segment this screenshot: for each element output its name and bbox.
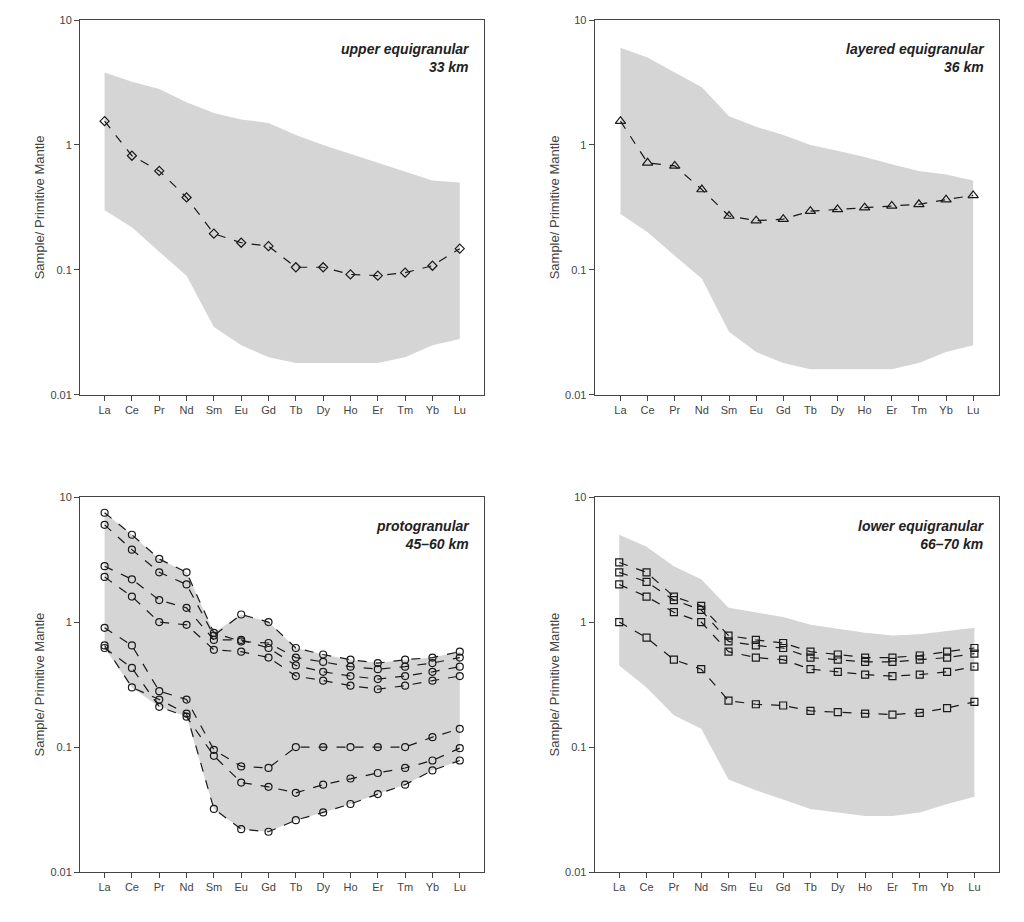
svg-text:La: La	[98, 881, 111, 893]
svg-text:Sm: Sm	[721, 404, 738, 416]
svg-text:Tm: Tm	[397, 404, 413, 416]
svg-text:Yb: Yb	[939, 404, 952, 416]
svg-text:Pr: Pr	[154, 404, 165, 416]
svg-text:Nd: Nd	[180, 881, 194, 893]
svg-text:Tb: Tb	[804, 404, 817, 416]
svg-text:Sample/ Primitive Mantle: Sample/ Primitive Mantle	[32, 136, 47, 280]
svg-text:1: 1	[580, 616, 586, 628]
svg-text:Ho: Ho	[343, 881, 357, 893]
svg-text:upper equigranular33 km: upper equigranular33 km	[341, 41, 470, 75]
svg-text:10: 10	[574, 491, 586, 503]
svg-text:Ho: Ho	[858, 881, 872, 893]
svg-text:Er: Er	[372, 881, 383, 893]
svg-text:Pr: Pr	[668, 881, 679, 893]
svg-text:Lu: Lu	[454, 404, 466, 416]
svg-text:Sample/ Primitive Mantle: Sample/ Primitive Mantle	[547, 613, 562, 757]
svg-text:0.1: 0.1	[571, 264, 586, 276]
svg-text:Dy: Dy	[831, 404, 845, 416]
svg-text:Er: Er	[372, 404, 383, 416]
svg-text:Ce: Ce	[641, 404, 655, 416]
svg-text:Pr: Pr	[669, 404, 680, 416]
svg-text:Pr: Pr	[154, 881, 165, 893]
svg-text:Dy: Dy	[316, 881, 330, 893]
svg-text:Lu: Lu	[968, 881, 980, 893]
svg-text:Er: Er	[887, 881, 898, 893]
svg-text:Ho: Ho	[343, 404, 357, 416]
svg-text:0.01: 0.01	[565, 866, 586, 878]
svg-text:Eu: Eu	[234, 404, 247, 416]
svg-text:Tm: Tm	[397, 881, 413, 893]
svg-text:La: La	[614, 404, 627, 416]
svg-text:10: 10	[574, 14, 586, 26]
svg-text:Yb: Yb	[426, 404, 439, 416]
svg-text:Ce: Ce	[125, 881, 139, 893]
svg-text:Er: Er	[886, 404, 897, 416]
svg-text:Gd: Gd	[776, 881, 791, 893]
svg-text:Dy: Dy	[831, 881, 845, 893]
svg-text:Sm: Sm	[206, 404, 223, 416]
svg-text:Gd: Gd	[261, 404, 276, 416]
svg-text:layered equigranular36 km: layered equigranular36 km	[846, 41, 985, 75]
svg-text:La: La	[613, 881, 626, 893]
svg-text:Nd: Nd	[695, 404, 709, 416]
svg-text:Tb: Tb	[289, 881, 302, 893]
svg-text:Sm: Sm	[206, 881, 223, 893]
svg-text:Gd: Gd	[776, 404, 791, 416]
svg-text:Lu: Lu	[454, 881, 466, 893]
svg-text:Ho: Ho	[858, 404, 872, 416]
svg-text:0.01: 0.01	[565, 389, 586, 401]
svg-text:Nd: Nd	[180, 404, 194, 416]
svg-text:0.1: 0.1	[57, 264, 72, 276]
svg-text:Eu: Eu	[234, 881, 247, 893]
svg-text:Sm: Sm	[720, 881, 737, 893]
svg-text:Tb: Tb	[804, 881, 817, 893]
svg-text:Tb: Tb	[289, 404, 302, 416]
svg-text:protogranular45–60 km: protogranular45–60 km	[376, 518, 470, 552]
svg-text:Gd: Gd	[261, 881, 276, 893]
svg-text:Yb: Yb	[940, 881, 953, 893]
svg-text:Eu: Eu	[749, 881, 762, 893]
svg-text:0.1: 0.1	[571, 741, 586, 753]
svg-text:Lu: Lu	[967, 404, 979, 416]
svg-text:Nd: Nd	[694, 881, 708, 893]
svg-text:0.1: 0.1	[57, 741, 72, 753]
svg-text:Yb: Yb	[426, 881, 439, 893]
svg-text:Sample/ Primitive Mantle: Sample/ Primitive Mantle	[32, 613, 47, 757]
svg-text:10: 10	[60, 14, 72, 26]
svg-text:lower equigranular66–70 km: lower equigranular66–70 km	[858, 518, 985, 552]
svg-text:Tm: Tm	[912, 881, 928, 893]
svg-text:Ce: Ce	[640, 881, 654, 893]
svg-text:Dy: Dy	[316, 404, 330, 416]
svg-text:La: La	[98, 404, 111, 416]
svg-text:Ce: Ce	[125, 404, 139, 416]
svg-text:1: 1	[66, 616, 72, 628]
svg-text:Eu: Eu	[749, 404, 762, 416]
svg-text:0.01: 0.01	[50, 389, 71, 401]
svg-text:Tm: Tm	[911, 404, 927, 416]
svg-text:Sample/ Primitive Mantle: Sample/ Primitive Mantle	[547, 136, 562, 280]
svg-text:10: 10	[60, 491, 72, 503]
svg-text:1: 1	[580, 139, 586, 151]
svg-text:1: 1	[66, 139, 72, 151]
svg-text:0.01: 0.01	[50, 866, 71, 878]
